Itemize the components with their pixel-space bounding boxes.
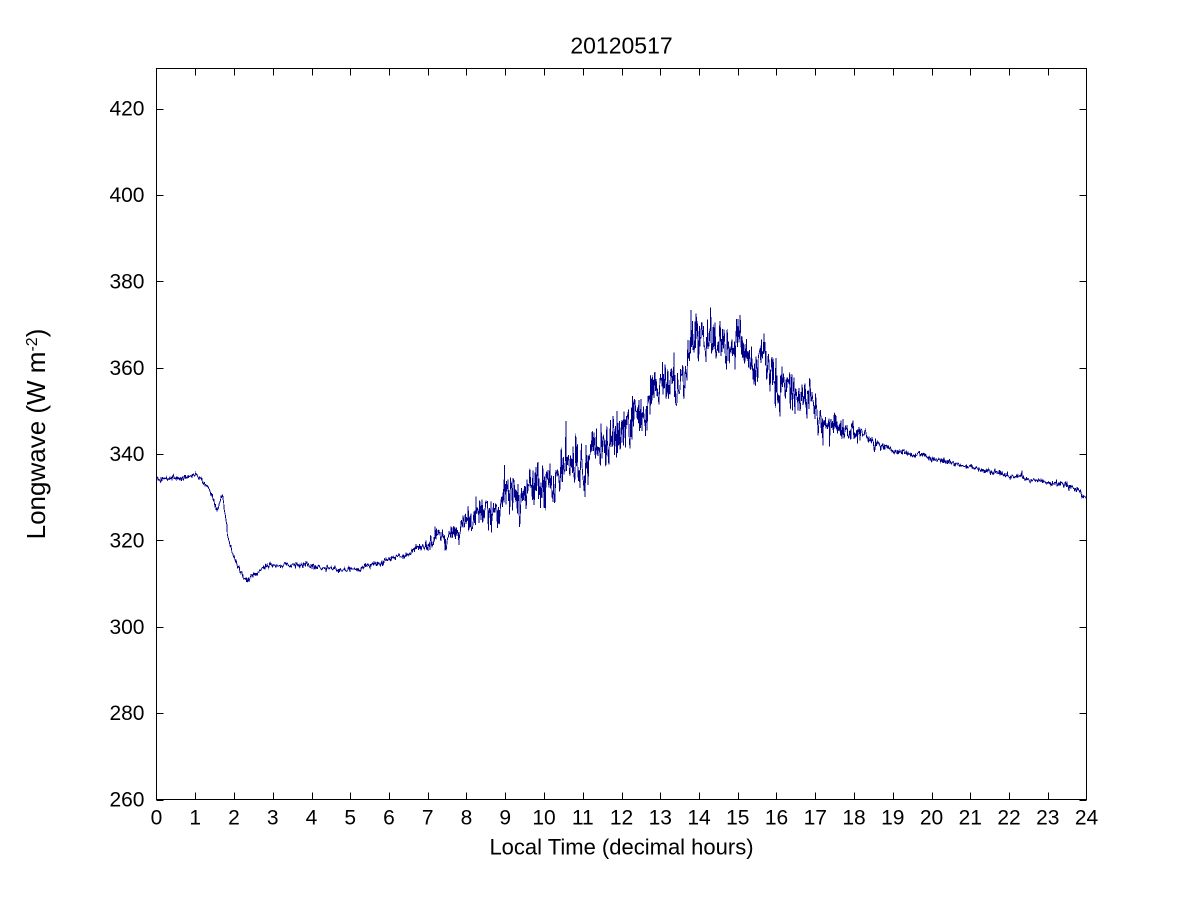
svg-text:11: 11 [572,807,594,830]
svg-text:20: 20 [920,807,943,830]
svg-text:2: 2 [228,807,240,830]
svg-text:Local Time (decimal hours): Local Time (decimal hours) [489,835,753,860]
svg-text:3: 3 [267,807,279,830]
svg-text:420: 420 [109,98,144,121]
svg-text:22: 22 [997,807,1020,830]
svg-text:1: 1 [189,807,201,830]
svg-text:19: 19 [881,807,904,830]
svg-text:360: 360 [109,357,144,380]
svg-text:280: 280 [109,702,144,725]
svg-text:340: 340 [109,443,144,466]
svg-text:15: 15 [726,807,749,830]
svg-text:9: 9 [499,807,511,830]
svg-text:12: 12 [610,807,633,830]
svg-text:300: 300 [109,616,144,639]
svg-text:4: 4 [306,807,318,830]
svg-text:10: 10 [532,807,555,830]
svg-text:24: 24 [1075,807,1099,830]
svg-text:16: 16 [765,807,788,830]
svg-text:260: 260 [109,789,144,812]
svg-text:23: 23 [1036,807,1059,830]
svg-text:0: 0 [151,807,163,830]
svg-text:13: 13 [649,807,672,830]
svg-text:17: 17 [804,807,827,830]
svg-text:400: 400 [109,184,144,207]
svg-text:8: 8 [461,807,473,830]
svg-text:20120517: 20120517 [570,33,672,59]
svg-text:6: 6 [383,807,395,830]
svg-text:5: 5 [344,807,356,830]
svg-text:14: 14 [687,807,711,830]
svg-text:Longwave (W m-2): Longwave (W m-2) [21,329,51,540]
svg-text:21: 21 [959,807,982,830]
svg-text:18: 18 [842,807,865,830]
svg-text:380: 380 [109,270,144,293]
svg-text:7: 7 [422,807,434,830]
svg-text:320: 320 [109,529,144,552]
